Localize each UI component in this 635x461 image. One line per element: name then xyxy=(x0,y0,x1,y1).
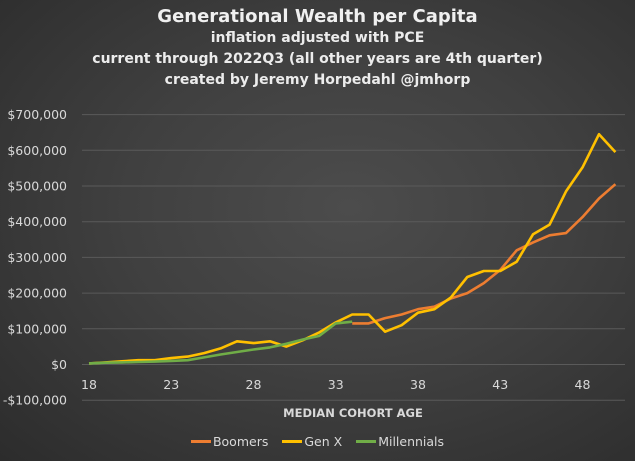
y-axis-labels: $700,000 $600,000 $500,000 $400,000 $300,000… xyxy=(3,107,67,408)
chart-titles: Generational Wealth per Capita inflation… xyxy=(0,6,635,91)
y-tick-label: $0 xyxy=(51,357,67,372)
y-tick-label: $500,000 xyxy=(7,179,67,194)
y-tick-label: $600,000 xyxy=(7,143,67,158)
x-axis-labels: 18 23 28 33 38 43 48 xyxy=(81,377,590,392)
x-tick-label: 33 xyxy=(328,377,344,392)
y-tick-label: $400,000 xyxy=(7,214,67,229)
y-tick-label: -$100,000 xyxy=(3,393,67,408)
chart-subtitle-2: current through 2022Q3 (all other years … xyxy=(92,51,543,67)
chart-title: Generational Wealth per Capita xyxy=(157,6,478,27)
series-line-boomers[interactable] xyxy=(352,183,617,325)
y-tick-label: $300,000 xyxy=(7,250,67,265)
gridlines xyxy=(82,114,625,401)
series-line-millennials[interactable] xyxy=(88,320,353,365)
series-lines xyxy=(88,132,617,365)
legend-item-genx[interactable]: Gen X xyxy=(282,434,342,449)
chart-subtitle-1: inflation adjusted with PCE xyxy=(210,30,425,46)
legend-swatch-boomers xyxy=(190,440,211,443)
x-tick-label: 43 xyxy=(492,377,508,392)
chart-subtitle-3: created by Jeremy Horpedahl @jmhorp xyxy=(164,72,471,88)
series-line-gen-x[interactable] xyxy=(88,132,617,365)
x-tick-label: 18 xyxy=(81,377,97,392)
y-tick-label: $100,000 xyxy=(7,321,67,336)
x-axis-title: MEDIAN COHORT AGE xyxy=(283,406,423,420)
x-tick-label: 28 xyxy=(246,377,262,392)
x-tick-label: 48 xyxy=(575,377,591,392)
legend-item-boomers[interactable]: Boomers xyxy=(190,434,269,449)
legend-item-millennials[interactable]: Millennials xyxy=(356,434,444,449)
legend-label-genx: Gen X xyxy=(304,434,343,449)
legend-label-boomers: Boomers xyxy=(212,434,269,449)
y-tick-label: $200,000 xyxy=(7,286,67,301)
legend: Boomers Gen X Millennials xyxy=(0,434,635,449)
legend-swatch-millennials xyxy=(356,440,377,443)
x-tick-label: 23 xyxy=(163,377,179,392)
legend-label-millennials: Millennials xyxy=(378,434,445,449)
x-tick-label: 38 xyxy=(410,377,426,392)
y-tick-label: $700,000 xyxy=(7,107,67,122)
legend-swatch-genx xyxy=(282,440,303,443)
